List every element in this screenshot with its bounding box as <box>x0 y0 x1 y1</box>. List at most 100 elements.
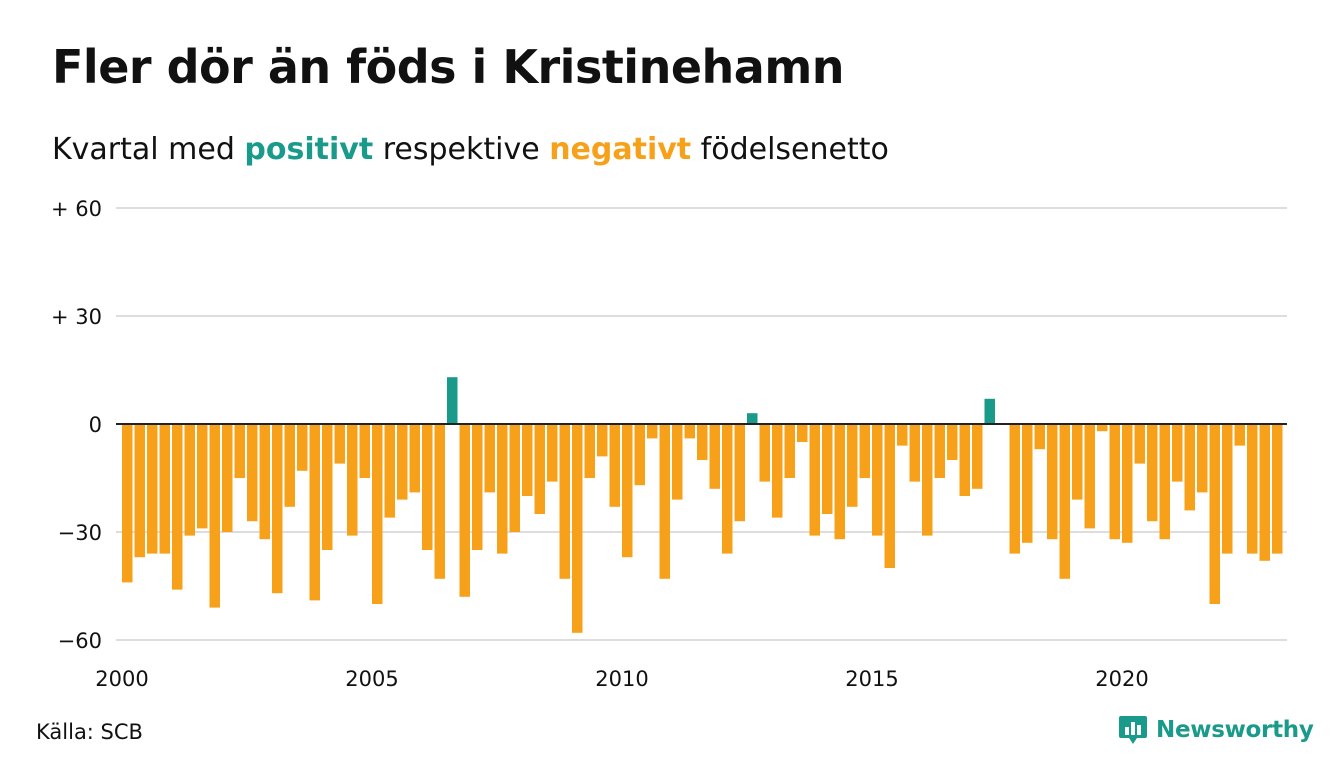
bar <box>934 424 945 478</box>
bar <box>1209 424 1220 604</box>
brand-logo: Newsworthy <box>1118 714 1314 746</box>
bar <box>747 413 758 424</box>
bar <box>1097 424 1108 432</box>
bar <box>1234 424 1245 446</box>
bar <box>147 424 158 554</box>
bar <box>984 398 995 424</box>
y-tick-label: 0 <box>89 413 102 437</box>
x-tick-label: 2000 <box>95 667 148 691</box>
bar <box>409 424 420 493</box>
bar <box>1222 424 1233 554</box>
bar <box>684 424 695 439</box>
bar <box>259 424 270 540</box>
bar <box>759 424 770 482</box>
bar <box>284 424 295 507</box>
bar <box>797 424 808 442</box>
bar <box>1009 424 1020 554</box>
bar <box>122 424 133 583</box>
bar <box>397 424 408 500</box>
bar <box>347 424 358 536</box>
bar <box>772 424 783 518</box>
bar <box>909 424 920 482</box>
brand-name: Newsworthy <box>1156 717 1314 743</box>
bar <box>372 424 383 604</box>
bar <box>947 424 958 460</box>
x-tick-label: 2005 <box>345 667 398 691</box>
newsworthy-logo-icon <box>1119 716 1147 744</box>
bar <box>922 424 933 536</box>
bar <box>809 424 820 536</box>
bar <box>134 424 145 558</box>
bar <box>784 424 795 478</box>
bar <box>1272 424 1283 554</box>
subtitle-middle: respektive <box>373 132 550 167</box>
bar <box>497 424 508 554</box>
subtitle-negative: negativt <box>549 132 692 167</box>
bar <box>722 424 733 554</box>
chart-subtitle: Kvartal med positivt respektive negativt… <box>52 132 889 167</box>
bar <box>1072 424 1083 500</box>
bar <box>847 424 858 507</box>
chart-title: Fler dör än föds i Kristinehamn <box>52 40 845 94</box>
subtitle-prefix: Kvartal med <box>52 132 245 167</box>
bar <box>172 424 183 590</box>
bar <box>597 424 608 457</box>
bar <box>697 424 708 460</box>
bar <box>1122 424 1133 543</box>
y-tick-label: + 30 <box>51 305 102 329</box>
bar <box>459 424 470 597</box>
bar <box>334 424 345 464</box>
bar <box>1084 424 1095 529</box>
bar <box>234 424 245 478</box>
bar <box>434 424 445 579</box>
bar <box>647 424 658 439</box>
bar <box>959 424 970 496</box>
bar <box>1034 424 1045 450</box>
bar <box>634 424 645 486</box>
bar <box>709 424 720 489</box>
source-note: Källa: SCB <box>36 720 143 744</box>
bar <box>559 424 570 579</box>
bar <box>822 424 833 514</box>
bar <box>184 424 195 536</box>
bar <box>834 424 845 540</box>
bar <box>1247 424 1258 554</box>
bar <box>222 424 233 532</box>
x-tick-label: 2015 <box>845 667 898 691</box>
bar <box>384 424 395 518</box>
bar <box>1059 424 1070 579</box>
bar <box>672 424 683 500</box>
subtitle-suffix: födelsenetto <box>691 132 889 167</box>
bar <box>534 424 545 514</box>
bar <box>159 424 170 554</box>
subtitle-positive: positivt <box>244 132 374 167</box>
bar <box>1172 424 1183 482</box>
bar <box>1259 424 1270 561</box>
bar <box>297 424 308 471</box>
bar <box>247 424 258 522</box>
bar <box>1184 424 1195 511</box>
bar <box>509 424 520 532</box>
bar <box>547 424 558 482</box>
bar <box>447 377 458 424</box>
bar <box>1022 424 1033 543</box>
bar <box>1147 424 1158 522</box>
bar <box>322 424 333 550</box>
y-tick-label: + 60 <box>51 197 102 221</box>
bar <box>584 424 595 478</box>
bar <box>872 424 883 536</box>
bar <box>1197 424 1208 493</box>
bar <box>659 424 670 579</box>
bar <box>484 424 495 493</box>
bar <box>422 424 433 550</box>
bar <box>209 424 220 608</box>
bar <box>884 424 895 568</box>
bar <box>1134 424 1145 464</box>
x-tick-label: 2010 <box>595 667 648 691</box>
bar <box>359 424 370 478</box>
bar <box>622 424 633 558</box>
bar <box>522 424 533 496</box>
bar <box>897 424 908 446</box>
bar <box>859 424 870 478</box>
